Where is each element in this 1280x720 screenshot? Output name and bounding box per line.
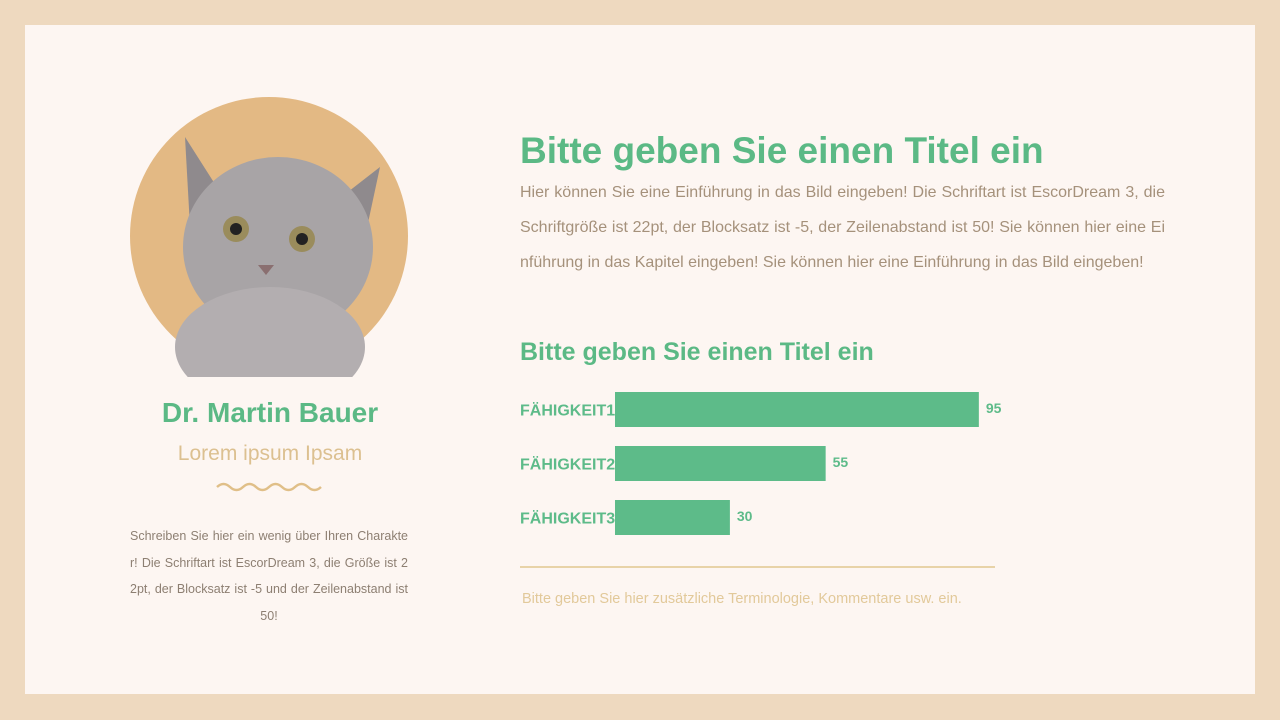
- value-label: 30: [737, 508, 753, 524]
- person-description: Schreiben Sie hier ein wenig über Ihren …: [130, 529, 408, 623]
- chart: FÄHIGKEIT1 95 FÄHIGKEIT2 55 FÄHIGKEIT3 30: [520, 392, 1002, 535]
- wave-decoration: [216, 482, 322, 492]
- category-label: FÄHIGKEIT1: [520, 402, 615, 420]
- person-name: Dr. Martin Bauer: [161, 397, 379, 428]
- slide: Dr. Martin Bauer Lorem ipsum Ipsam Schre…: [25, 25, 1255, 694]
- avatar: [130, 97, 408, 377]
- main-title: Bitte geben Sie einen Titel ein: [520, 130, 1044, 171]
- person-subtitle: Lorem ipsum Ipsam: [177, 442, 363, 465]
- category-label: FÄHIGKEIT2: [520, 456, 615, 474]
- category-label: FÄHIGKEIT3: [520, 510, 615, 528]
- intro-text: Hier können Sie eine Einführung in das B…: [520, 184, 1165, 271]
- divider: [520, 566, 995, 568]
- bar: [615, 446, 826, 481]
- footer-note: Bitte geben Sie hier zusätzliche Termino…: [522, 591, 962, 607]
- bar: [615, 500, 730, 535]
- bar: [615, 392, 979, 427]
- value-label: 55: [833, 454, 849, 470]
- chart-title: Bitte geben Sie einen Titel ein: [520, 338, 874, 366]
- value-label: 95: [986, 400, 1002, 416]
